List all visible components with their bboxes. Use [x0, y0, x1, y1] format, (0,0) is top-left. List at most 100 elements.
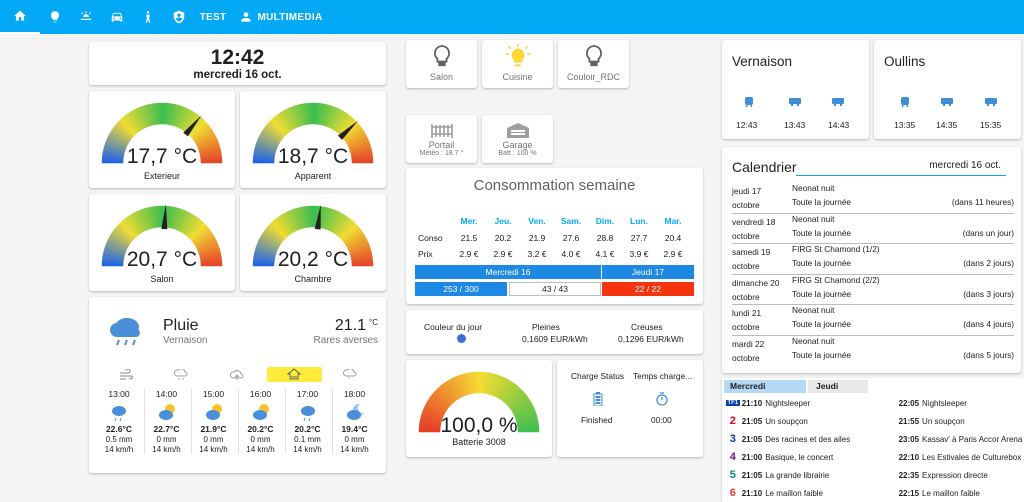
gauge-value: 20,7 °C: [126, 248, 198, 271]
partly-cloudy-icon: [252, 404, 269, 420]
tv-row[interactable]: 5 21:05 La grande librairie 22:35 Expression…: [726, 466, 1024, 484]
channel-logo: TF1: [726, 400, 740, 406]
alert-badge[interactable]: [267, 367, 322, 382]
program-time: 21:05: [741, 416, 763, 426]
gauge-apparent: [252, 102, 374, 164]
event-month: octobre: [732, 261, 760, 271]
tab-lights[interactable]: [40, 0, 70, 34]
event-day: lundi 21: [732, 308, 762, 318]
account-icon: [241, 12, 251, 22]
gauge-card-apparent[interactable]: 18,7 °C Apparent: [240, 91, 386, 188]
weather-temperature: 21.1: [334, 317, 366, 334]
conso-cell: 4.0 €: [561, 249, 581, 259]
charge-card: Charge Status Temps charge... Finished 0…: [557, 360, 703, 457]
gauge-card-chambre[interactable]: 20,2 °C Chambre: [240, 194, 386, 291]
tv-row[interactable]: TF1 21:10 Nightsleeper 22:05 Nightsleeper: [726, 394, 1024, 412]
tab-weather[interactable]: [70, 0, 102, 34]
calendar-card[interactable]: Calendrier mercredi 16 oct. jeudi 17 octo…: [722, 147, 1021, 373]
gauge-value: 18,7 °C: [277, 145, 349, 168]
weather-unit: °C: [369, 318, 378, 327]
clock-card: 12:42 mercredi 16 oct.: [89, 42, 386, 85]
bus-icon: [831, 96, 845, 108]
event-name: Neonat nuit: [792, 213, 835, 224]
event-month: octobre: [732, 200, 760, 210]
light-salon[interactable]: Salon: [406, 40, 477, 88]
program-title: Nightsleeper: [922, 398, 967, 408]
program-time: 21:00: [741, 452, 763, 462]
cover-label: Garage: [502, 140, 533, 150]
forecast-wind: 14 km/h: [293, 445, 322, 454]
clock-date: mercredi 16 oct.: [193, 68, 282, 81]
tram-icon: [742, 96, 756, 108]
event-name: Neonat nuit: [792, 335, 835, 346]
transit-time: 12:43: [736, 120, 758, 130]
tv-programs: TF1 21:10 Nightsleeper 22:05 Nightsleeper 2 21…: [726, 394, 1024, 502]
tv-tab-mercredi[interactable]: Mercredi: [724, 380, 806, 393]
light-cuisine[interactable]: Cuisine: [482, 40, 553, 88]
forecast-time: 14:00: [155, 389, 178, 399]
program-mercredi: 21:10 Nightsleeper: [740, 399, 897, 408]
event-name: FIRG St Chamond (2/2): [792, 274, 880, 285]
tab-person[interactable]: [132, 0, 164, 34]
calendar-event[interactable]: mardi 22 octobre Neonat nuit Toute la journ…: [732, 336, 1014, 367]
tab-security[interactable]: [164, 0, 194, 34]
event-month: octobre: [732, 230, 760, 241]
forecast-rain: 0 mm: [156, 435, 177, 444]
lightbulb-on-icon: [505, 44, 530, 67]
person-walking-icon: [145, 11, 151, 23]
forecast-hour: 14:00 22.7°C 0 mm 14 km/h: [144, 389, 188, 454]
transit-card-oullins[interactable]: Oullins 13:35 14:35 15:35: [874, 40, 1021, 139]
garage-icon: [506, 123, 529, 138]
gauge-label: Salon: [150, 274, 174, 284]
program-title: Le maillon faible: [922, 488, 980, 498]
event-day: dimanche 20: [732, 277, 780, 288]
gauge-label: Apparent: [294, 171, 332, 181]
forecast-temp: 22.6°C: [105, 424, 133, 434]
tv-row[interactable]: 6 21:10 Le maillon faible 22:15 Le maillon f…: [726, 484, 1024, 502]
weather-card[interactable]: Pluie Vernaison 21.1 °C Rares averses * …: [89, 297, 386, 473]
transit-card-vernaison[interactable]: Vernaison 12:43 13:43 14:43: [722, 40, 869, 139]
program-title: Le maillon faible: [765, 488, 823, 498]
tempo-day1: Mercredi 16: [415, 265, 601, 279]
calendar-event[interactable]: jeudi 17 octobre Neonat nuit Toute la journ…: [732, 183, 1014, 214]
program-time: 21:05: [741, 434, 763, 444]
forecast-rain: 0 mm: [250, 435, 271, 444]
tab-home[interactable]: [0, 0, 40, 34]
program-title: Nightsleeper: [765, 398, 811, 408]
partly-cloudy-icon: [205, 404, 222, 420]
calendar-event[interactable]: samedi 19 octobre FIRG St Chamond (1/2) Tou…: [732, 244, 1014, 275]
conso-cell: 4.1 €: [595, 249, 615, 259]
calendar-event[interactable]: dimanche 20 octobre FIRG St Chamond (2/2) T…: [732, 274, 1014, 305]
charge-status-value: Finished: [581, 415, 613, 425]
bus-icon: [984, 96, 998, 108]
tab-account[interactable]: [232, 0, 260, 34]
conso-cell: 3.2 €: [527, 249, 547, 259]
light-couloir[interactable]: Couloir_RDC: [558, 40, 629, 88]
tv-row[interactable]: 4 21:00 Basique, le concert 22:10 Les Estiva…: [726, 448, 1024, 466]
tab-car[interactable]: [102, 0, 132, 34]
battery-card[interactable]: 100,0 % Batterie 3008: [406, 360, 552, 457]
gauge-value: 17,7 °C: [126, 145, 198, 168]
tv-row[interactable]: 3 21:05 Des racines et des ailes 23:05 Kassa…: [726, 430, 1024, 448]
tab-test[interactable]: TEST: [199, 11, 227, 23]
light-label: Couloir_RDC: [566, 72, 620, 82]
gauge-card-exterieur[interactable]: 17,7 °C Exterieur: [89, 91, 235, 188]
cloud-upload-icon: [230, 370, 244, 380]
gauge-needle: [161, 204, 168, 230]
program-title: La grande librairie: [765, 470, 830, 480]
gauge-label: Exterieur: [143, 171, 180, 181]
calendar-event[interactable]: lundi 21 octobre Neonat nuit Toute la journ…: [732, 305, 1014, 336]
conso-cell: 2.9 €: [493, 249, 513, 259]
gauge-card-salon[interactable]: 20,7 °C Salon: [89, 194, 235, 291]
calendar-event[interactable]: vendredi 18 octobre Neonat nuit Toute la jo…: [732, 213, 1014, 244]
tv-row[interactable]: 2 21:05 Un soupçon 21:55 Un soupçon: [726, 412, 1024, 430]
tv-tab-jeudi[interactable]: Jeudi: [808, 380, 868, 393]
cover-garage[interactable]: Garage Batt : 100 %: [482, 115, 553, 163]
cover-portail[interactable]: Portail Météo : 18.7 °: [406, 115, 477, 163]
tv-guide-card[interactable]: Mercredi Jeudi TF1 21:10 Nightsleeper 22:05…: [722, 378, 1024, 502]
gauge-needle: [183, 115, 202, 137]
tab-multimedia[interactable]: MULTIMEDIA: [257, 11, 323, 23]
forecast-wind: 14 km/h: [152, 445, 181, 454]
forecast-hour: 15:00 21.9°C 0 mm 14 km/h: [191, 389, 235, 454]
rain-icon: [112, 406, 126, 422]
